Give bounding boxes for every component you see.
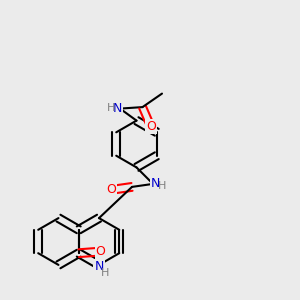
Text: O: O	[146, 120, 156, 133]
Text: N: N	[94, 260, 104, 273]
Text: N: N	[113, 102, 122, 115]
Text: H: H	[101, 268, 109, 278]
Text: O: O	[96, 245, 106, 258]
Text: N: N	[151, 177, 160, 190]
Text: O: O	[106, 183, 116, 196]
Text: H: H	[158, 181, 166, 191]
Text: H: H	[107, 103, 115, 113]
